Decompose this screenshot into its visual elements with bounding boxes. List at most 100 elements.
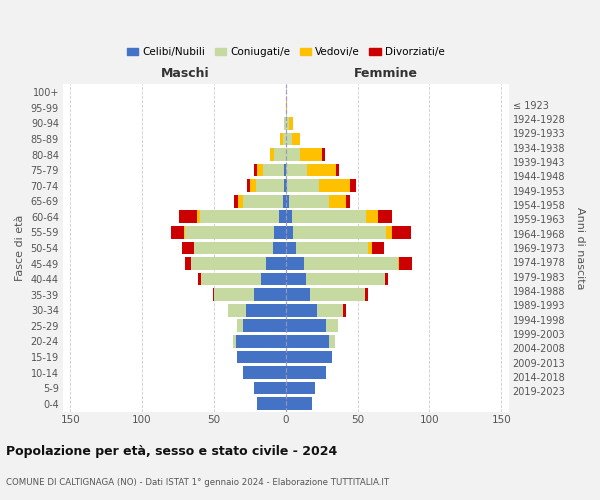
Bar	[300, 148, 322, 161]
Text: Femmine: Femmine	[354, 67, 418, 80]
Bar	[322, 148, 325, 161]
Bar	[326, 320, 338, 332]
Bar	[286, 242, 296, 254]
Bar	[286, 117, 289, 130]
Bar	[191, 257, 266, 270]
Bar	[200, 210, 278, 223]
Bar	[257, 164, 263, 176]
Bar	[182, 242, 194, 254]
Bar	[286, 366, 326, 379]
Bar	[238, 195, 243, 207]
Bar	[245, 304, 286, 316]
Bar	[286, 398, 311, 410]
Bar	[286, 257, 304, 270]
Bar	[254, 288, 286, 301]
Bar	[243, 366, 286, 379]
Bar	[336, 164, 339, 176]
Bar	[346, 195, 350, 207]
Bar	[350, 180, 356, 192]
Bar	[306, 272, 385, 285]
Bar	[293, 226, 386, 239]
Y-axis label: Anni di nascita: Anni di nascita	[575, 206, 585, 289]
Bar	[185, 257, 191, 270]
Bar	[385, 272, 388, 285]
Bar	[319, 180, 350, 192]
Bar	[286, 320, 326, 332]
Bar	[366, 210, 378, 223]
Bar	[234, 195, 238, 207]
Bar	[185, 226, 274, 239]
Bar	[214, 288, 254, 301]
Bar	[247, 180, 250, 192]
Bar	[310, 288, 365, 301]
Text: Maschi: Maschi	[161, 67, 210, 80]
Bar	[400, 257, 412, 270]
Bar	[392, 226, 411, 239]
Bar	[286, 272, 306, 285]
Bar	[286, 288, 310, 301]
Bar	[286, 210, 292, 223]
Bar	[266, 257, 286, 270]
Bar	[257, 398, 286, 410]
Bar	[317, 304, 343, 316]
Bar	[286, 164, 307, 176]
Bar	[284, 117, 286, 130]
Bar	[236, 335, 286, 348]
Bar	[372, 242, 383, 254]
Bar	[286, 180, 287, 192]
Text: Popolazione per età, sesso e stato civile - 2024: Popolazione per età, sesso e stato civil…	[6, 445, 337, 458]
Bar	[292, 210, 366, 223]
Bar	[212, 288, 214, 301]
Bar	[184, 226, 185, 239]
Bar	[278, 210, 286, 223]
Bar	[250, 180, 256, 192]
Bar	[286, 226, 293, 239]
Bar	[194, 242, 273, 254]
Bar	[201, 272, 262, 285]
Bar	[262, 272, 286, 285]
Bar	[307, 164, 336, 176]
Bar	[273, 242, 286, 254]
Bar	[287, 180, 319, 192]
Bar	[274, 148, 286, 161]
Bar	[171, 226, 184, 239]
Bar	[254, 164, 257, 176]
Bar	[296, 242, 368, 254]
Y-axis label: Fasce di età: Fasce di età	[15, 215, 25, 281]
Bar	[237, 350, 286, 364]
Bar	[289, 195, 329, 207]
Bar	[286, 382, 314, 394]
Bar	[329, 335, 335, 348]
Bar	[286, 335, 329, 348]
Bar	[280, 132, 283, 145]
Bar	[283, 195, 286, 207]
Bar	[274, 226, 286, 239]
Bar	[283, 132, 286, 145]
Bar	[286, 132, 292, 145]
Bar	[270, 148, 274, 161]
Bar	[179, 210, 197, 223]
Bar	[343, 304, 346, 316]
Bar	[378, 210, 392, 223]
Bar	[286, 102, 287, 114]
Bar	[292, 132, 300, 145]
Bar	[329, 195, 346, 207]
Bar	[263, 164, 284, 176]
Bar	[198, 272, 201, 285]
Bar	[197, 210, 200, 223]
Bar	[256, 180, 284, 192]
Bar	[286, 304, 317, 316]
Bar	[365, 288, 368, 301]
Bar	[289, 117, 293, 130]
Bar	[286, 350, 332, 364]
Bar	[243, 320, 286, 332]
Bar	[286, 148, 300, 161]
Bar	[304, 257, 398, 270]
Bar	[284, 164, 286, 176]
Bar	[368, 242, 372, 254]
Bar	[386, 226, 392, 239]
Bar	[286, 195, 289, 207]
Bar	[229, 304, 245, 316]
Bar	[237, 320, 243, 332]
Bar	[398, 257, 400, 270]
